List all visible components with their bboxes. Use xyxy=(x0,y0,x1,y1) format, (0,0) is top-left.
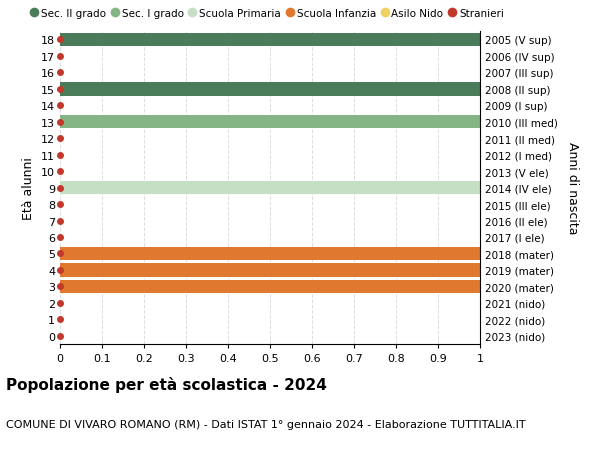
Bar xyxy=(60,263,480,277)
Bar xyxy=(60,181,480,195)
Bar xyxy=(60,116,480,129)
Legend: Sec. II grado, Sec. I grado, Scuola Primaria, Scuola Infanzia, Asilo Nido, Stran: Sec. II grado, Sec. I grado, Scuola Prim… xyxy=(32,9,504,19)
Bar xyxy=(60,280,480,293)
Bar xyxy=(60,34,480,47)
Y-axis label: Età alunni: Età alunni xyxy=(22,157,35,219)
Y-axis label: Anni di nascita: Anni di nascita xyxy=(566,142,579,235)
Bar xyxy=(60,247,480,261)
Text: Popolazione per età scolastica - 2024: Popolazione per età scolastica - 2024 xyxy=(6,376,327,392)
Text: COMUNE DI VIVARO ROMANO (RM) - Dati ISTAT 1° gennaio 2024 - Elaborazione TUTTITA: COMUNE DI VIVARO ROMANO (RM) - Dati ISTA… xyxy=(6,419,526,429)
Bar xyxy=(60,83,480,96)
